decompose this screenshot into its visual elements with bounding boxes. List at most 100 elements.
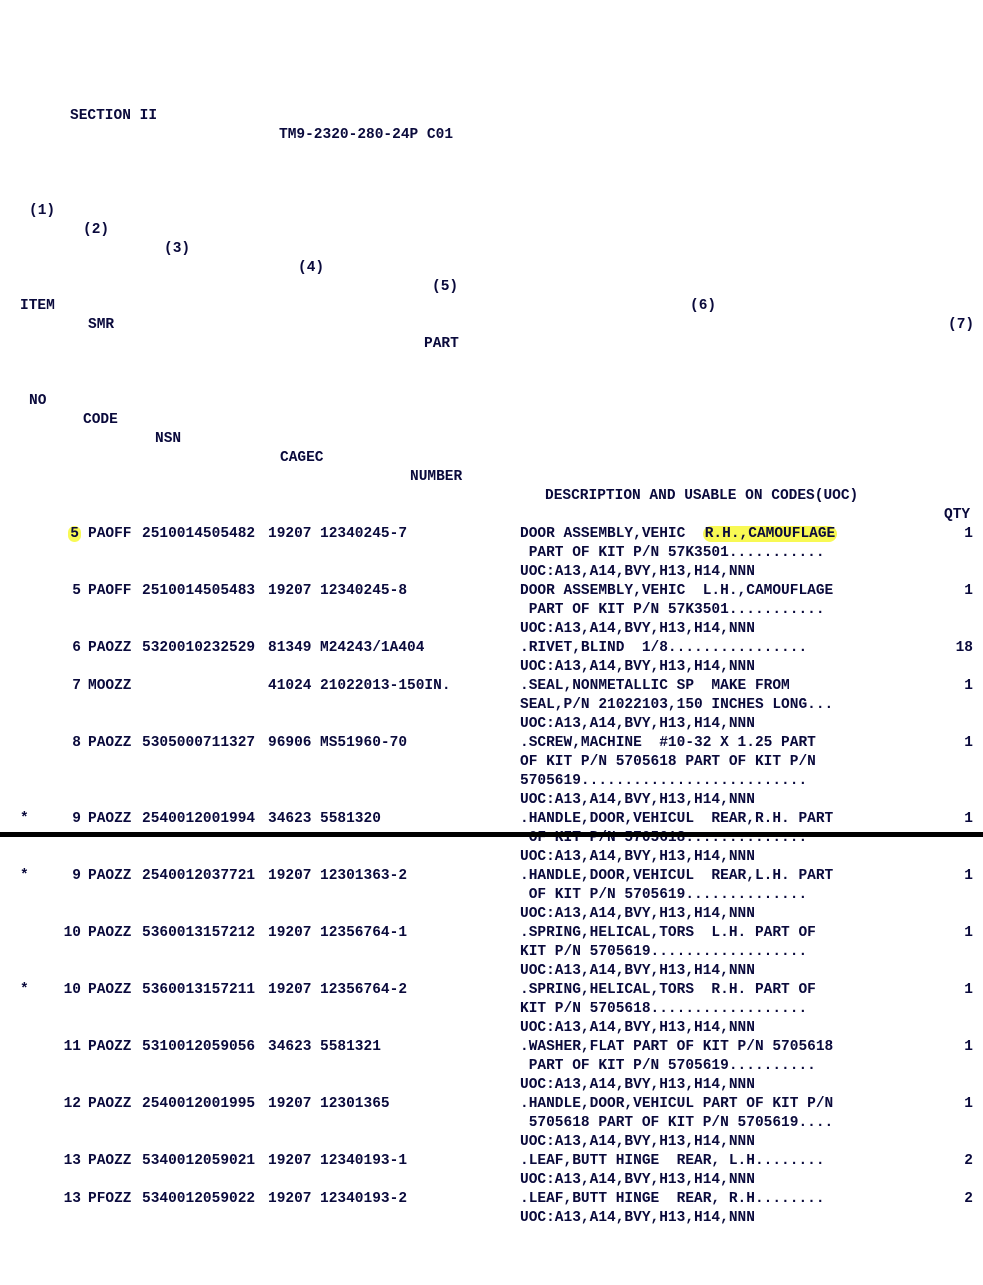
cagec: 19207 [268, 525, 312, 544]
description-line: DOOR ASSEMBLY,VEHIC L.H.,CAMOUFLAGE [520, 582, 833, 601]
table-row: 5705618 PART OF KIT P/N 5705619.... [0, 1114, 983, 1133]
cagec: 19207 [268, 1152, 312, 1171]
cagec: 34623 [268, 1038, 312, 1057]
description-line: PART OF KIT P/N 57K3501........... [520, 601, 825, 620]
colh-cagec: CAGEC [280, 449, 324, 468]
nsn: 5360013157211 [142, 981, 255, 1000]
nsn: 5340012059022 [142, 1190, 255, 1209]
table-row: 13PAOZZ53400120590211920712340193-12.LEA… [0, 1152, 983, 1171]
colh-code: CODE [83, 411, 118, 430]
description-line: UOC:A13,A14,BVY,H13,H14,NNN [520, 1133, 755, 1152]
description-line: UOC:A13,A14,BVY,H13,H14,NNN [520, 658, 755, 677]
header-colheads-1: ITEM SMR PART [0, 278, 983, 297]
part-number: 12356764-2 [320, 981, 407, 1000]
description-line: UOC:A13,A14,BVY,H13,H14,NNN [520, 848, 755, 867]
qty: 18 [933, 639, 973, 658]
qty: 1 [933, 734, 973, 753]
description-line: .SCREW,MACHINE #10-32 X 1.25 PART [520, 734, 816, 753]
description-line: .LEAF,BUTT HINGE REAR, R.H........ [520, 1190, 825, 1209]
smr-code: PAOZZ [88, 1095, 132, 1114]
description-line: .HANDLE,DOOR,VEHICUL REAR,L.H. PART [520, 867, 833, 886]
colh-item: ITEM [20, 297, 55, 316]
table-row: 11PAOZZ53100120590563462355813211.WASHER… [0, 1038, 983, 1057]
table-row: UOC:A13,A14,BVY,H13,H14,NNN [0, 1133, 983, 1152]
smr-code: PFOZZ [88, 1190, 132, 1209]
smr-code: PAOZZ [88, 1152, 132, 1171]
parts-list-page: SECTION II TM9-2320-280-24P C01 (1) (2) … [0, 0, 983, 1285]
item-no: 7 [21, 677, 81, 696]
coln-6: (6) [690, 297, 716, 316]
qty: 1 [933, 981, 973, 1000]
nsn: 2510014505483 [142, 582, 255, 601]
table-row: PART OF KIT P/N 57K3501........... [0, 544, 983, 563]
table-row: UOC:A13,A14,BVY,H13,H14,NNN [0, 563, 983, 582]
nsn: 2540012001995 [142, 1095, 255, 1114]
coln-4: (4) [298, 259, 324, 278]
table-row: OF KIT P/N 5705618 PART OF KIT P/N [0, 753, 983, 772]
description-line: OF KIT P/N 5705619.............. [520, 886, 807, 905]
table-row: SEAL,P/N 21022103,150 INCHES LONG... [0, 696, 983, 715]
cagec: 19207 [268, 582, 312, 601]
item-no: 5 [21, 525, 81, 544]
table-row: UOC:A13,A14,BVY,H13,H14,NNN [0, 658, 983, 677]
part-number: 12340245-7 [320, 525, 407, 544]
item-no: 5 [21, 582, 81, 601]
item-no: 10 [21, 924, 81, 943]
qty: 1 [933, 810, 973, 829]
qty: 1 [933, 1038, 973, 1057]
table-row: KIT P/N 5705619.................. [0, 943, 983, 962]
description-line: 5705618 PART OF KIT P/N 5705619.... [520, 1114, 833, 1133]
description-line: UOC:A13,A14,BVY,H13,H14,NNN [520, 620, 755, 639]
header-colheads-2: NO CODE NSN CAGEC NUMBER DESCRIPTION AND… [0, 373, 983, 392]
description-line: UOC:A13,A14,BVY,H13,H14,NNN [520, 791, 755, 810]
table-row: 7MOOZZ4102421022013-150IN.1.SEAL,NONMETA… [0, 677, 983, 696]
description-line: .HANDLE,DOOR,VEHICUL REAR,R.H. PART [520, 810, 833, 829]
colh-nsn: NSN [155, 430, 181, 449]
table-row: UOC:A13,A14,BVY,H13,H14,NNN [0, 1209, 983, 1228]
nsn: 5320010232529 [142, 639, 255, 658]
part-number: 12301365 [320, 1095, 390, 1114]
table-row: UOC:A13,A14,BVY,H13,H14,NNN [0, 620, 983, 639]
description-line: UOC:A13,A14,BVY,H13,H14,NNN [520, 905, 755, 924]
highlight: 5 [68, 526, 81, 542]
item-no: 13 [21, 1152, 81, 1171]
table-row: PART OF KIT P/N 5705619.......... [0, 1057, 983, 1076]
part-number: MS51960-70 [320, 734, 407, 753]
parts-list-body: 5PAOFF25100145054821920712340245-71DOOR … [0, 525, 983, 1228]
table-row: PART OF KIT P/N 57K3501........... [0, 601, 983, 620]
table-row: OF KIT P/N 5705619.............. [0, 886, 983, 905]
description-line: .RIVET,BLIND 1/8................ [520, 639, 807, 658]
smr-code: PAOZZ [88, 734, 132, 753]
description-line: UOC:A13,A14,BVY,H13,H14,NNN [520, 563, 755, 582]
description-line: .WASHER,FLAT PART OF KIT P/N 5705618 [520, 1038, 833, 1057]
qty: 1 [933, 867, 973, 886]
nsn: 5360013157212 [142, 924, 255, 943]
qty: 2 [933, 1190, 973, 1209]
bottom-rule [0, 832, 983, 837]
cagec: 96906 [268, 734, 312, 753]
table-row: UOC:A13,A14,BVY,H13,H14,NNN [0, 1076, 983, 1095]
table-row: UOC:A13,A14,BVY,H13,H14,NNN [0, 791, 983, 810]
part-number: 12301363-2 [320, 867, 407, 886]
colh-qty: QTY [944, 506, 970, 525]
description-line: 5705619.......................... [520, 772, 807, 791]
smr-code: MOOZZ [88, 677, 132, 696]
colh-number: NUMBER [410, 468, 462, 487]
smr-code: PAOFF [88, 525, 132, 544]
cagec: 19207 [268, 1190, 312, 1209]
nsn: 5310012059056 [142, 1038, 255, 1057]
description-line: PART OF KIT P/N 5705619.......... [520, 1057, 816, 1076]
table-row: UOC:A13,A14,BVY,H13,H14,NNN [0, 905, 983, 924]
table-row: 13PFOZZ53400120590221920712340193-22.LEA… [0, 1190, 983, 1209]
coln-2: (2) [83, 221, 109, 240]
colh-no: NO [29, 392, 46, 411]
part-number: 12356764-1 [320, 924, 407, 943]
table-row: UOC:A13,A14,BVY,H13,H14,NNN [0, 962, 983, 981]
section-label: SECTION II [70, 107, 157, 126]
description-line: UOC:A13,A14,BVY,H13,H14,NNN [520, 962, 755, 981]
cagec: 19207 [268, 981, 312, 1000]
qty: 1 [933, 924, 973, 943]
cagec: 34623 [268, 810, 312, 829]
table-row: 5705619.......................... [0, 772, 983, 791]
item-no: 9 [21, 867, 81, 886]
